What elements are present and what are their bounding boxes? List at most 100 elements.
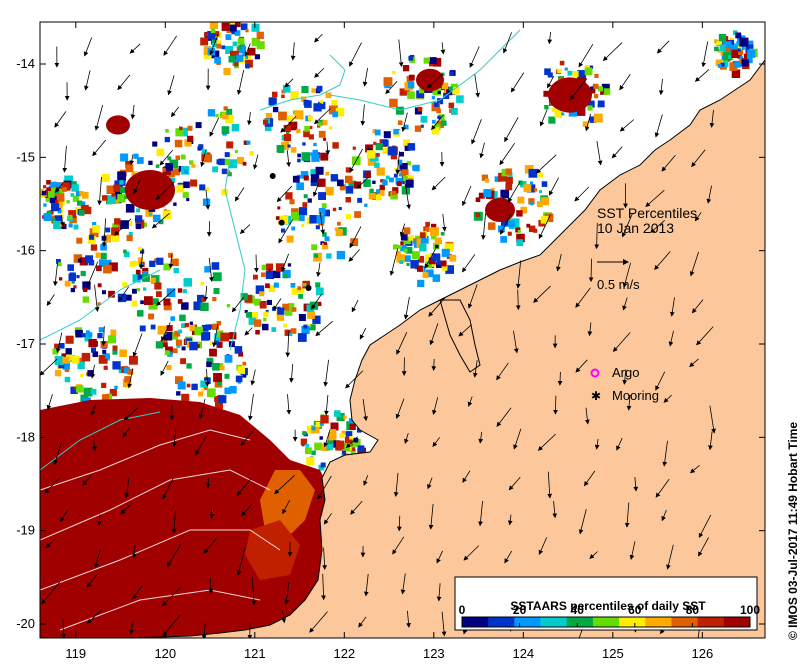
sst-pixel	[397, 120, 403, 125]
sst-pixel	[336, 412, 345, 422]
sst-pixel	[206, 361, 212, 368]
current-vector-arrow	[356, 176, 369, 189]
sst-pixel	[114, 199, 119, 205]
sst-pixel	[366, 150, 376, 159]
sst-pixel	[277, 307, 285, 315]
current-vector-arrow	[236, 69, 245, 95]
sst-pixel	[87, 370, 94, 377]
sst-pixel	[204, 32, 209, 37]
sst-pixel	[217, 330, 224, 337]
current-vector-arrow	[584, 113, 591, 132]
sst-pixel	[217, 381, 222, 386]
sst-pixel	[350, 450, 356, 456]
current-vector-arrow	[97, 176, 103, 206]
current-vector-arrow	[500, 214, 512, 235]
sst-pixel	[392, 71, 396, 75]
sst-pixel	[319, 436, 323, 440]
sst-pixel	[456, 95, 464, 103]
sst-pixel	[557, 108, 563, 114]
current-vector-arrow	[533, 285, 551, 303]
sst-pixel	[326, 253, 332, 259]
sst-pixel	[222, 15, 226, 19]
mooring-point[interactable]	[269, 173, 276, 179]
current-vector-arrow	[395, 151, 401, 175]
sst-pixel	[70, 181, 77, 188]
sst-pixel	[83, 387, 93, 397]
sst-pixel	[263, 311, 269, 317]
current-vector-arrow	[587, 322, 593, 337]
sst-pixel	[314, 442, 322, 451]
sst-pixel	[111, 193, 115, 197]
sst-pixel	[119, 180, 124, 185]
sst-pixel	[331, 99, 338, 106]
sst-pixel	[332, 111, 339, 118]
sst-pixel	[284, 308, 293, 316]
sst-pixel	[125, 294, 132, 301]
sst-pixel	[114, 385, 118, 390]
current-vector-arrow	[429, 323, 439, 346]
sst-pixel	[127, 220, 133, 227]
current-vector-arrow	[594, 438, 600, 450]
current-vector-arrow	[622, 262, 631, 288]
sst-pixel	[282, 85, 291, 93]
sst-pixel	[302, 202, 308, 207]
sst-pixel	[223, 106, 228, 111]
sst-pixel	[283, 134, 292, 142]
sst-pixel	[244, 14, 252, 22]
sst-pixel	[91, 347, 96, 353]
sst-pixel	[484, 178, 489, 183]
sst-pixel	[105, 227, 111, 233]
argo-marker-icon	[590, 368, 600, 378]
current-vector-arrow	[251, 577, 257, 606]
sst-pixel	[56, 201, 63, 208]
current-vector-arrow	[86, 574, 98, 588]
mooring-point[interactable]	[305, 285, 312, 291]
mooring-point[interactable]	[278, 219, 285, 226]
sst-pixel	[508, 220, 515, 228]
warm-sst-patch-2	[245, 520, 300, 580]
sst-contours	[40, 429, 281, 631]
sst-pixel	[184, 139, 192, 147]
current-vector-arrow	[479, 142, 485, 159]
sst-pixel	[357, 197, 363, 203]
sst-pixel	[332, 207, 337, 212]
sst-pixel	[414, 125, 422, 132]
sst-pixel	[85, 255, 93, 264]
sst-pixel	[133, 153, 139, 159]
current-vector-arrow	[250, 369, 256, 386]
current-vector-arrow	[436, 550, 443, 564]
sst-pixel	[517, 196, 525, 204]
sst-pixel	[445, 265, 454, 274]
current-vector-arrow	[405, 184, 411, 210]
current-vector-arrow	[351, 299, 359, 313]
sst-pixel	[603, 88, 611, 95]
mooring-label: Mooring	[612, 388, 659, 403]
current-vector-arrow	[467, 396, 473, 407]
colorbar-swatch	[514, 617, 542, 627]
sst-pixel	[149, 260, 156, 267]
colorbar-tick-label: 100	[740, 603, 760, 617]
sst-pixel	[319, 100, 324, 104]
sst-pixel	[417, 106, 423, 112]
sst-pixel	[528, 225, 536, 233]
sst-pixel	[520, 181, 527, 188]
current-vector-arrow	[198, 398, 206, 419]
sst-pixel	[330, 429, 337, 435]
sst-pixel	[226, 304, 231, 308]
colorbar-swatch	[697, 617, 725, 627]
current-vector-arrow	[552, 500, 558, 519]
sst-pixel	[203, 52, 211, 60]
sst-pixel	[81, 352, 91, 362]
current-vector-arrow	[458, 324, 472, 337]
sst-pixel	[323, 241, 327, 245]
sst-pixel	[372, 129, 377, 134]
current-vector-arrow	[612, 332, 631, 352]
sst-pixel	[294, 110, 304, 120]
sst-pixel	[43, 213, 52, 221]
sst-pixel	[282, 303, 290, 311]
current-vector-arrow	[441, 611, 447, 637]
current-vector-arrow	[345, 436, 358, 449]
sst-pixel	[215, 114, 219, 118]
sst-pixel	[247, 47, 256, 56]
sst-pixel	[267, 268, 272, 273]
